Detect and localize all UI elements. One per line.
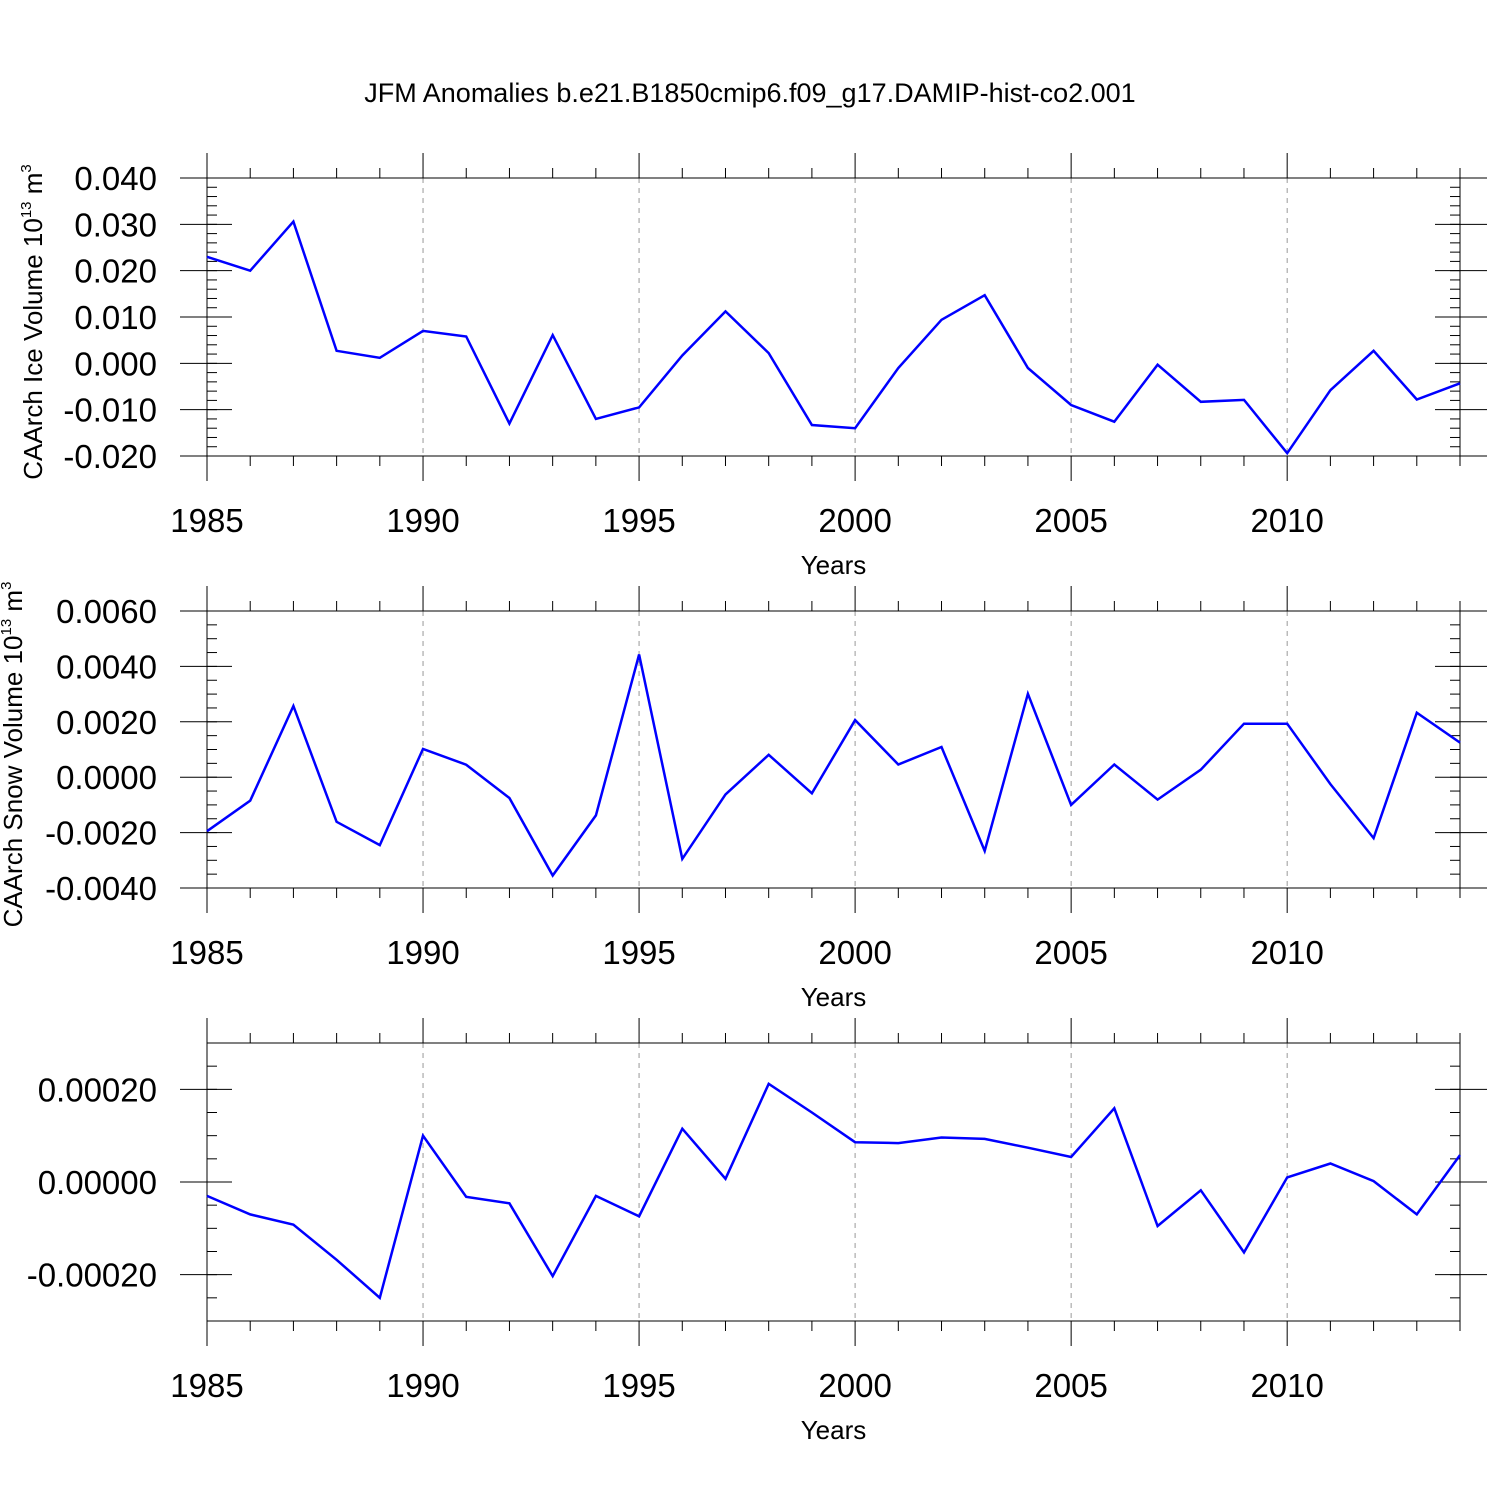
x-tick-label: 2010 xyxy=(1250,502,1323,539)
x-tick-label: 2005 xyxy=(1034,934,1107,971)
y-tick-label: 0.00000 xyxy=(38,1164,157,1201)
x-axis-label: Years xyxy=(801,1415,867,1445)
y-axis-label: CAArch Ice Volume 1013 m3 xyxy=(18,164,48,480)
panel-3: 1985 1990 1995 2000 2005 2010 Years -0.00020 0.0… xyxy=(27,1018,1487,1445)
x-tick-label: 1990 xyxy=(386,934,459,971)
x-tick-label: 2010 xyxy=(1250,1367,1323,1404)
plot-frame xyxy=(207,178,1460,456)
x-tick-label: 1995 xyxy=(602,1367,675,1404)
x-tick-label: 2010 xyxy=(1250,934,1323,971)
y-tick-label: 0.0060 xyxy=(56,593,157,630)
x-axis-label: Years xyxy=(801,982,867,1012)
y-tick-label: 0.020 xyxy=(74,253,157,290)
x-tick-label: 1995 xyxy=(602,934,675,971)
x-tick-label: 1985 xyxy=(170,934,243,971)
plot-frame xyxy=(207,611,1460,888)
y-tick-label: 0.030 xyxy=(74,206,157,243)
y-tick-label: 0.000 xyxy=(74,345,157,382)
y-tick-label: -0.020 xyxy=(63,438,157,475)
y-tick-label: -0.010 xyxy=(63,392,157,429)
x-tick-label: 2005 xyxy=(1034,1367,1107,1404)
x-tick-label: 1990 xyxy=(386,1367,459,1404)
x-tick-label: 1995 xyxy=(602,502,675,539)
series-line xyxy=(207,222,1460,454)
y-tick-label: 0.0000 xyxy=(56,759,157,796)
plot-frame xyxy=(207,1043,1460,1321)
y-tick-label: 0.0040 xyxy=(56,648,157,685)
y-tick-label: 0.010 xyxy=(74,299,157,336)
y-tick-label: -0.00020 xyxy=(27,1257,157,1294)
y-tick-label: -0.0040 xyxy=(45,870,157,907)
y-axis-label: CAArch Snow Volume 1013 m3 xyxy=(0,582,28,928)
x-tick-label: 1985 xyxy=(170,1367,243,1404)
x-tick-label: 2005 xyxy=(1034,502,1107,539)
y-tick-label: 0.040 xyxy=(74,160,157,197)
x-tick-label: 2000 xyxy=(818,934,891,971)
chart-title: JFM Anomalies b.e21.B1850cmip6.f09_g17.D… xyxy=(0,78,1500,109)
panel-2: 1985 1990 1995 2000 2005 2010 Years -0.0040 -0.0… xyxy=(0,582,1487,1012)
x-tick-label: 2000 xyxy=(818,502,891,539)
panel-1: 1985 1990 1995 2000 2005 2010 Years -0.020 -0.01… xyxy=(18,153,1487,580)
x-axis-label: Years xyxy=(801,550,867,580)
series-line xyxy=(207,1084,1460,1298)
x-tick-label: 1990 xyxy=(386,502,459,539)
series-line xyxy=(207,655,1460,876)
x-tick-label: 2000 xyxy=(818,1367,891,1404)
y-tick-label: 0.00020 xyxy=(38,1071,157,1108)
x-tick-label: 1985 xyxy=(170,502,243,539)
y-tick-label: 0.0020 xyxy=(56,704,157,741)
y-tick-label: -0.0020 xyxy=(45,815,157,852)
